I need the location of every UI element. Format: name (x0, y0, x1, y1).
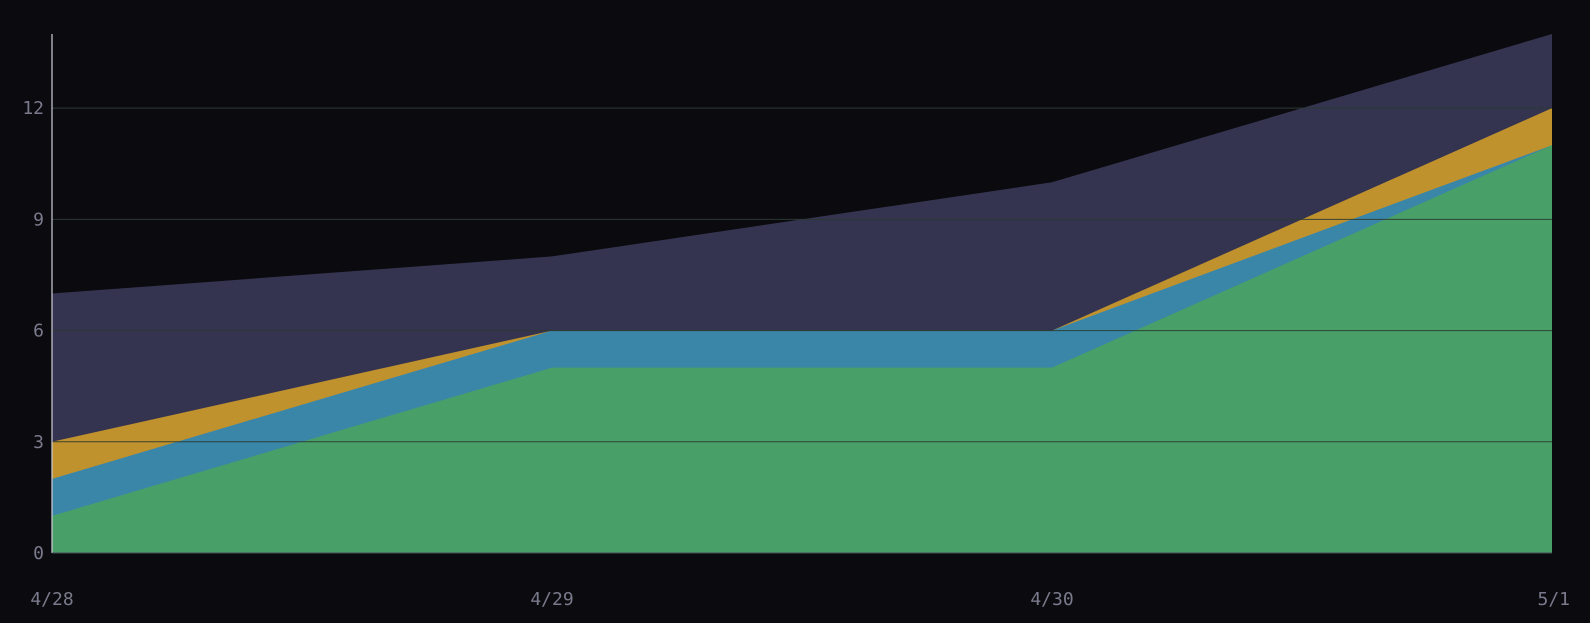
x-tick-label: 5/1 (1537, 589, 1570, 610)
x-tick-label: 4/28 (30, 589, 73, 610)
y-tick-labels: 0 3 6 9 12 (22, 98, 44, 564)
y-tick-label: 6 (33, 321, 44, 342)
x-tick-label: 4/30 (1030, 589, 1073, 610)
y-tick-label: 3 (33, 432, 44, 453)
y-tick-label: 0 (33, 543, 44, 564)
x-tick-label: 4/29 (530, 589, 573, 610)
x-tick-labels: 4/28 4/29 4/30 5/1 (30, 589, 1570, 610)
y-tick-label: 12 (22, 98, 44, 119)
y-tick-label: 9 (33, 209, 44, 230)
series-areas (52, 34, 1552, 554)
series-area-4 (52, 145, 1552, 553)
grid-overlay (52, 107, 1552, 443)
